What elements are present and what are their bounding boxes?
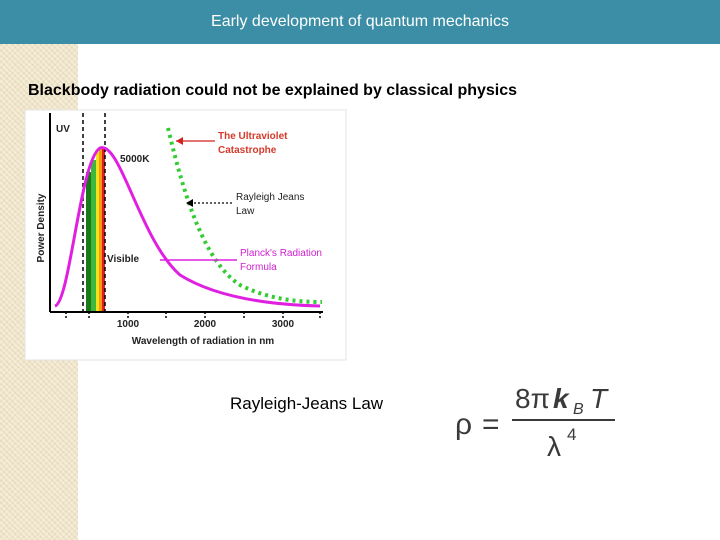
visible-spectrum (86, 148, 105, 312)
y-axis-label: Power Density (36, 193, 47, 262)
formula-t: T (590, 383, 609, 414)
formula-k: k (553, 383, 570, 414)
x-minor-ticks (65, 312, 321, 320)
x-tick-label: 3000 (272, 319, 295, 330)
caption: Rayleigh-Jeans Law (230, 394, 384, 413)
formula-lambda: λ (547, 431, 561, 462)
heading: Blackbody radiation could not be explain… (28, 82, 518, 99)
rayleigh-jeans-curve (166, 127, 323, 304)
x-axis-label: Wavelength of radiation in nm (132, 336, 275, 347)
figure-frame (24, 109, 347, 361)
formula-coefficient: 8π (515, 383, 550, 414)
planck-label: Planck's Radiation (240, 248, 322, 259)
rayleigh-label: Law (236, 206, 255, 217)
planck-label: Formula (240, 262, 277, 273)
ultraviolet-label: Catastrophe (218, 145, 277, 156)
pointer-head (176, 137, 183, 145)
ultraviolet-label: The Ultraviolet (218, 131, 288, 142)
formula-lhs: ρ (455, 408, 472, 441)
pointer-head (186, 199, 193, 207)
visible-label: Visible (107, 254, 139, 265)
x-tick-label: 1000 (117, 319, 140, 330)
slide-title: Early development of quantum mechanics (211, 13, 509, 30)
formula-subscript: B (573, 401, 584, 418)
temperature-label: 5000K (120, 154, 150, 165)
rayleigh-label: Rayleigh Jeans (236, 192, 304, 203)
title-bar: Early development of quantum mechanics (0, 0, 720, 44)
uv-label: UV (56, 124, 70, 135)
planck-curve (54, 146, 321, 308)
formula-equals: = (482, 408, 500, 441)
x-tick-label: 2000 (194, 319, 217, 330)
formula-power: 4 (567, 425, 576, 444)
formula: ρ = 8π k B T λ 4 (455, 383, 615, 462)
